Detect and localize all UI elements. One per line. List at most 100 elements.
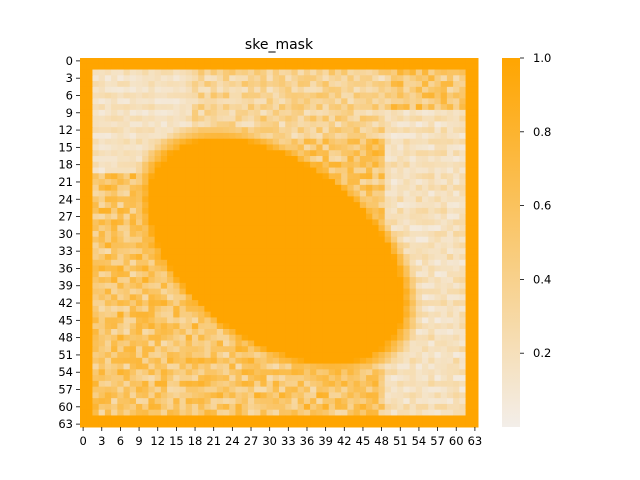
heatmap-cell <box>384 69 392 76</box>
heatmap-cell <box>86 161 93 169</box>
heatmap-cell <box>179 323 187 330</box>
heatmap-cell <box>210 415 218 422</box>
heatmap-cell <box>247 380 255 388</box>
heatmap-cell <box>167 109 174 117</box>
heatmap-cell <box>384 202 392 209</box>
heatmap-cell <box>322 132 330 140</box>
heatmap-cell <box>422 230 429 238</box>
heatmap-cell <box>440 184 448 192</box>
heatmap-cell <box>154 225 162 232</box>
heatmap-cell <box>104 63 112 71</box>
x-tick-label: 0 <box>79 434 86 448</box>
heatmap-cell <box>397 213 404 220</box>
heatmap-cell <box>223 173 230 180</box>
heatmap-cell <box>111 340 118 347</box>
heatmap-cell <box>453 323 460 330</box>
heatmap-cell <box>191 398 199 405</box>
heatmap-cell <box>310 375 317 382</box>
heatmap-cell <box>334 352 342 359</box>
heatmap-cell <box>471 254 479 261</box>
heatmap-cell <box>216 179 224 186</box>
heatmap-cell <box>291 144 299 151</box>
heatmap-cell <box>403 225 411 232</box>
heatmap-cell <box>428 340 435 347</box>
heatmap-cell <box>471 421 479 428</box>
heatmap-cell <box>198 127 205 134</box>
heatmap-cell <box>279 300 286 307</box>
heatmap-cell <box>459 392 467 399</box>
heatmap-cell <box>279 86 286 94</box>
heatmap-cell <box>415 109 423 117</box>
heatmap-cell <box>347 92 355 99</box>
heatmap-cell <box>353 190 361 197</box>
heatmap-cell <box>266 357 274 365</box>
heatmap-cell <box>254 334 261 342</box>
heatmap-cell <box>353 132 361 140</box>
heatmap-cell <box>173 75 180 82</box>
heatmap-cell <box>334 86 342 94</box>
heatmap-cell <box>129 63 137 71</box>
heatmap-cell <box>378 179 386 186</box>
heatmap-cell <box>98 121 106 128</box>
heatmap-cell <box>117 294 125 301</box>
heatmap-cell <box>415 369 423 376</box>
heatmap-cell <box>104 369 112 376</box>
heatmap-cell <box>173 346 180 353</box>
heatmap-cell <box>446 259 454 267</box>
heatmap-cell <box>303 380 311 388</box>
heatmap-cell <box>310 340 317 347</box>
heatmap-cell <box>154 190 162 197</box>
heatmap-cell <box>384 132 392 140</box>
heatmap-cell <box>204 213 212 220</box>
heatmap-cell <box>142 86 149 94</box>
heatmap-cell <box>390 403 398 411</box>
heatmap-cell <box>210 109 218 117</box>
heatmap-cell <box>341 317 348 324</box>
heatmap-cell <box>129 75 137 82</box>
heatmap-cell <box>123 415 131 422</box>
heatmap-cell <box>366 86 373 94</box>
heatmap-cell <box>446 386 454 393</box>
heatmap-cell <box>254 225 261 232</box>
heatmap-cell <box>422 265 429 272</box>
heatmap-cell <box>397 75 404 82</box>
heatmap-cell <box>216 403 224 411</box>
heatmap-cell <box>341 375 348 382</box>
heatmap-cell <box>241 115 249 122</box>
heatmap-cell <box>135 190 143 197</box>
heatmap-cell <box>453 294 460 301</box>
heatmap-cell <box>397 150 404 157</box>
heatmap-cell <box>160 254 168 261</box>
heatmap-cell <box>291 352 299 359</box>
heatmap-cell <box>409 196 417 203</box>
heatmap-cell <box>198 213 205 220</box>
heatmap-cell <box>328 92 336 99</box>
heatmap-cell <box>117 386 125 393</box>
heatmap-cell <box>428 352 435 359</box>
heatmap-cell <box>173 328 180 336</box>
heatmap-cell <box>86 127 93 134</box>
y-tick-label: 33 <box>58 244 73 258</box>
heatmap-cell <box>111 179 118 186</box>
heatmap-cell <box>384 213 392 220</box>
heatmap-cell <box>434 254 442 261</box>
heatmap-cell <box>291 219 299 226</box>
heatmap-cell <box>291 127 299 134</box>
heatmap-cell <box>353 375 361 382</box>
heatmap-cell <box>303 259 311 267</box>
heatmap-cell <box>303 167 311 174</box>
heatmap-cell <box>235 254 243 261</box>
heatmap-cell <box>291 121 299 128</box>
heatmap-cell <box>310 277 317 284</box>
heatmap-cell <box>428 132 435 140</box>
heatmap-cell <box>117 254 125 261</box>
heatmap-cell <box>390 121 398 128</box>
heatmap-cell <box>384 300 392 307</box>
heatmap-cell <box>353 121 361 128</box>
heatmap-cell <box>179 86 187 94</box>
heatmap-cell <box>80 305 87 313</box>
heatmap-cell <box>179 254 187 261</box>
heatmap-cell <box>378 340 386 347</box>
heatmap-cell <box>167 369 174 376</box>
heatmap-cell <box>471 317 479 324</box>
